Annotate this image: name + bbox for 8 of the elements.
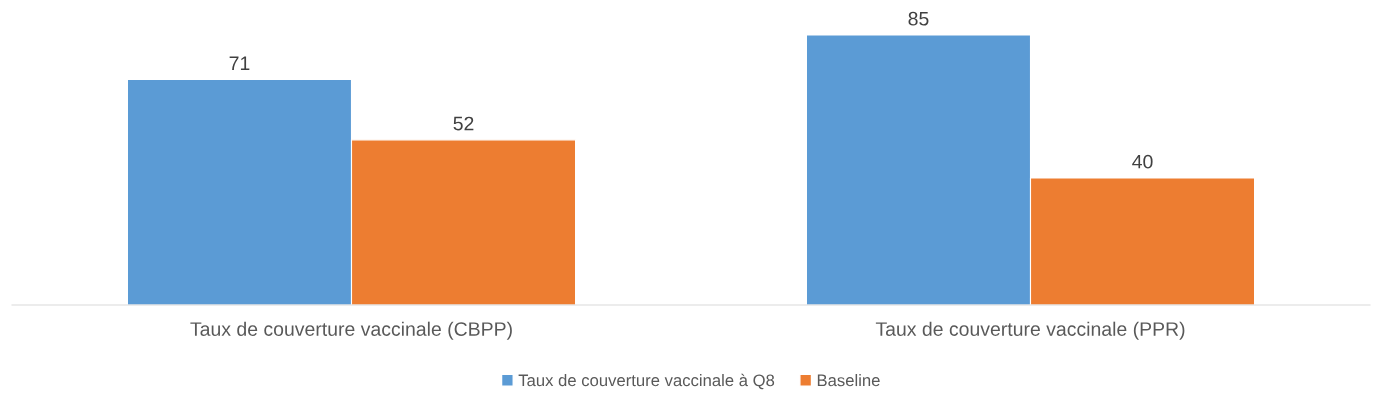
x-tick-label: Taux de couverture vaccinale (PPR) [875,321,1185,340]
data-label: 85 [908,11,929,26]
data-label: 40 [1132,154,1153,169]
data-label: 71 [229,56,250,70]
data-label: 52 [453,116,474,131]
legend-label: Taux de couverture vaccinale à Q8 [518,373,775,390]
x-tick-label: Taux de couverture vaccinale (CBPP) [190,321,512,340]
legend-label: Baseline [817,374,880,387]
